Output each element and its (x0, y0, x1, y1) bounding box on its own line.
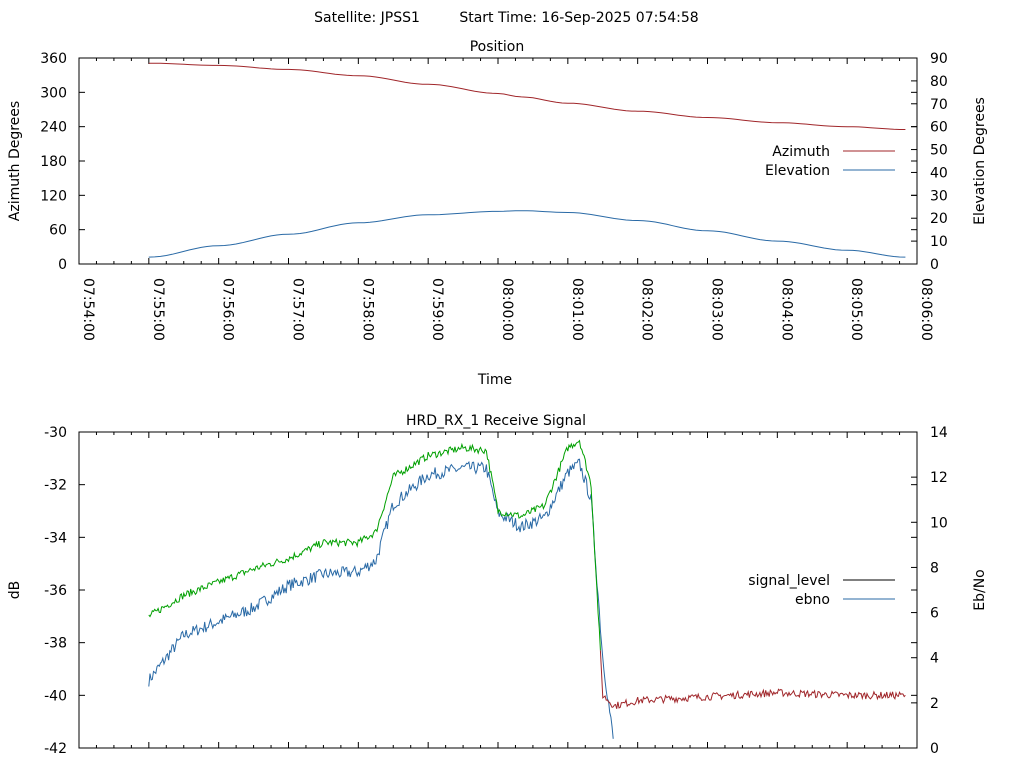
position-x-tick-label: 08:01:00 (569, 278, 585, 341)
position-y-tick-label: 60 (49, 223, 67, 239)
signal-y2-tick-label: 6 (930, 606, 939, 622)
position-x-tick-label: 07:59:00 (429, 278, 445, 341)
position-x-tick-label: 07:58:00 (359, 278, 375, 341)
signal-legend-label: signal_level (748, 573, 830, 589)
signal-y-tick-label: -34 (44, 530, 67, 546)
position-y2-tick-label: 50 (930, 143, 948, 159)
signal-y2-tick-label: 10 (930, 515, 948, 531)
position-y-tick-label: 0 (58, 257, 67, 273)
signal-y2-tick-label: 2 (930, 696, 939, 712)
signal-y-tick-label: -42 (44, 741, 67, 757)
position-x-tick-label: 08:06:00 (918, 278, 934, 341)
position-x-tick-label: 07:56:00 (220, 278, 236, 341)
position-chart-title: Position (470, 39, 525, 55)
position-y2-tick-label: 30 (930, 188, 948, 204)
position-y2-tick-label: 20 (930, 211, 948, 227)
position-y2-tick-label: 90 (930, 51, 948, 67)
position-x-tick-label: 08:02:00 (639, 278, 655, 341)
signal-series-ebno (148, 458, 614, 739)
signal-y2-axis-label: Eb/No (972, 569, 988, 611)
position-x-tick-label: 08:05:00 (848, 278, 864, 341)
signal-y2-tick-label: 0 (930, 741, 939, 757)
position-legend-label: Elevation (765, 163, 830, 179)
position-x-tick-label: 08:00:00 (499, 278, 515, 341)
position-series-azimuth (148, 62, 906, 130)
position-y2-tick-label: 40 (930, 165, 948, 181)
signal-y-tick-label: -40 (44, 688, 67, 704)
signal-y2-tick-label: 14 (930, 425, 948, 441)
signal-series-signal-level (148, 439, 601, 651)
position-y2-tick-label: 0 (930, 257, 939, 273)
signal-y2-tick-label: 8 (930, 560, 939, 576)
signal-legend-label: ebno (795, 592, 830, 608)
signal-y-tick-label: -30 (44, 425, 67, 441)
position-y-tick-label: 360 (40, 51, 67, 67)
position-x-tick-label: 07:55:00 (150, 278, 166, 341)
position-x-axis-label: Time (477, 372, 512, 388)
signal-y-tick-label: -38 (44, 636, 67, 652)
position-y2-axis-label: Elevation Degrees (972, 97, 988, 225)
signal-plot-frame (78, 431, 918, 749)
position-x-tick-label: 08:03:00 (709, 278, 725, 341)
position-y-tick-label: 240 (40, 120, 67, 136)
position-y2-tick-label: 60 (930, 120, 948, 136)
position-legend-label: Azimuth (772, 144, 830, 160)
signal-y2-tick-label: 12 (930, 470, 948, 486)
signal-chart-title: HRD_RX_1 Receive Signal (406, 413, 586, 429)
position-y-tick-label: 180 (40, 154, 67, 170)
position-y2-tick-label: 80 (930, 74, 948, 90)
position-series-elevation (148, 210, 906, 258)
signal-y-tick-label: -36 (44, 583, 67, 599)
header-satellite: Satellite: JPSS1 (314, 10, 420, 26)
position-plot-frame (78, 57, 918, 265)
signal-series-signal-level-low (599, 650, 906, 709)
signal-y-tick-label: -32 (44, 478, 67, 494)
position-x-tick-label: 08:04:00 (778, 278, 794, 341)
signal-y2-tick-label: 4 (930, 651, 939, 667)
position-y2-tick-label: 70 (930, 97, 948, 113)
position-y-tick-label: 120 (40, 188, 67, 204)
header-start-time: Start Time: 16-Sep-2025 07:54:58 (459, 10, 698, 26)
signal-y-axis-label: dB (7, 581, 23, 600)
position-x-tick-label: 07:54:00 (80, 278, 96, 341)
position-y2-tick-label: 10 (930, 234, 948, 250)
position-x-tick-label: 07:57:00 (290, 278, 306, 341)
position-y-tick-label: 300 (40, 85, 67, 101)
position-y-axis-label: Azimuth Degrees (7, 101, 23, 221)
